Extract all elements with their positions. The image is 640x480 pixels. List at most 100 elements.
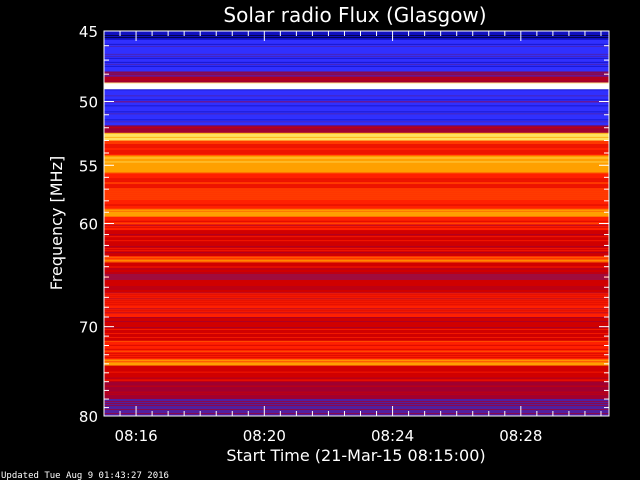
band-streak — [104, 298, 609, 300]
band-streak — [104, 262, 609, 264]
band-streak — [104, 111, 609, 113]
band-streak — [104, 202, 609, 204]
band-streak — [104, 411, 609, 413]
y-tick-label: 55 — [79, 157, 98, 175]
band-streak — [104, 363, 609, 365]
band-streak — [104, 238, 609, 240]
band-streak — [104, 413, 609, 415]
band-streak — [104, 276, 609, 278]
heatmap-layer — [104, 31, 609, 417]
x-tick-label: 08:28 — [499, 427, 542, 445]
band-streak — [104, 294, 609, 296]
band-streak — [104, 306, 609, 308]
band-streak — [104, 333, 609, 335]
band-streak — [104, 117, 609, 119]
band-streak — [104, 136, 609, 138]
band-streak — [104, 304, 609, 306]
band-streak — [104, 43, 609, 45]
band-streak — [104, 167, 609, 169]
band-streak — [104, 216, 609, 218]
band-streak — [104, 365, 609, 367]
band-streak — [104, 71, 609, 73]
band-streak — [104, 387, 609, 389]
band-streak — [104, 381, 609, 383]
band-streak — [104, 97, 609, 99]
band-streak — [104, 200, 609, 202]
band-streak — [104, 115, 609, 117]
band-streak — [104, 184, 609, 186]
band-streak — [104, 354, 609, 356]
frequency-band — [104, 262, 609, 293]
ticks-layer: 45 50 55 60 70 80 08:16 08:20 08:24 08:28 — [79, 23, 609, 445]
band-streak — [104, 252, 609, 254]
band-streak — [104, 113, 609, 115]
band-streak — [104, 37, 609, 38]
band-streak — [104, 35, 609, 36]
y-tick-label: 50 — [79, 94, 98, 112]
band-streak — [104, 367, 609, 369]
band-streak — [104, 198, 609, 200]
band-streak — [104, 346, 609, 348]
band-streak — [104, 93, 609, 95]
band-streak — [104, 45, 609, 47]
band-streak — [104, 194, 609, 196]
band-streak — [104, 121, 609, 123]
frequency-band — [104, 256, 609, 263]
band-streak — [104, 260, 609, 262]
band-streak — [104, 163, 609, 165]
band-streak — [104, 391, 609, 393]
band-streak — [104, 180, 609, 182]
y-tick-label: 45 — [79, 23, 98, 41]
band-streak — [104, 248, 609, 250]
band-streak — [104, 314, 609, 316]
band-streak — [104, 375, 609, 377]
band-streak — [104, 230, 609, 232]
y-tick-label: 70 — [79, 319, 98, 337]
band-streak — [104, 86, 609, 88]
band-streak — [104, 268, 609, 270]
band-streak — [104, 101, 609, 103]
band-streak — [104, 321, 609, 323]
band-streak — [104, 240, 609, 242]
band-streak — [104, 258, 609, 260]
band-streak — [104, 84, 609, 86]
x-axis-label: Start Time (21-Mar-15 08:15:00) — [226, 446, 485, 465]
band-streak — [104, 385, 609, 387]
band-streak — [104, 284, 609, 286]
band-streak — [104, 409, 609, 411]
band-streak — [104, 359, 609, 361]
band-streak — [104, 55, 609, 57]
band-streak — [104, 125, 609, 127]
band-streak — [104, 337, 609, 339]
band-streak — [104, 308, 609, 310]
band-streak — [104, 286, 609, 288]
band-streak — [104, 335, 609, 337]
band-streak — [104, 224, 609, 226]
band-streak — [104, 103, 609, 105]
band-streak — [104, 296, 609, 298]
band-streak — [104, 99, 609, 101]
band-streak — [104, 172, 609, 174]
band-streak — [104, 67, 609, 69]
frequency-band — [104, 82, 609, 90]
band-streak — [104, 129, 609, 131]
band-streak — [104, 218, 609, 220]
band-streak — [104, 190, 609, 192]
band-streak — [104, 369, 609, 371]
band-streak — [104, 344, 609, 346]
band-streak — [104, 371, 609, 373]
band-streak — [104, 148, 609, 150]
band-streak — [104, 206, 609, 208]
band-streak — [104, 79, 609, 81]
band-streak — [104, 266, 609, 268]
band-streak — [104, 325, 609, 327]
band-streak — [104, 33, 609, 34]
band-streak — [104, 49, 609, 51]
y-tick-label: 60 — [79, 216, 98, 234]
band-streak — [104, 393, 609, 395]
band-streak — [104, 383, 609, 385]
band-streak — [104, 312, 609, 314]
band-streak — [104, 109, 609, 111]
band-streak — [104, 234, 609, 236]
